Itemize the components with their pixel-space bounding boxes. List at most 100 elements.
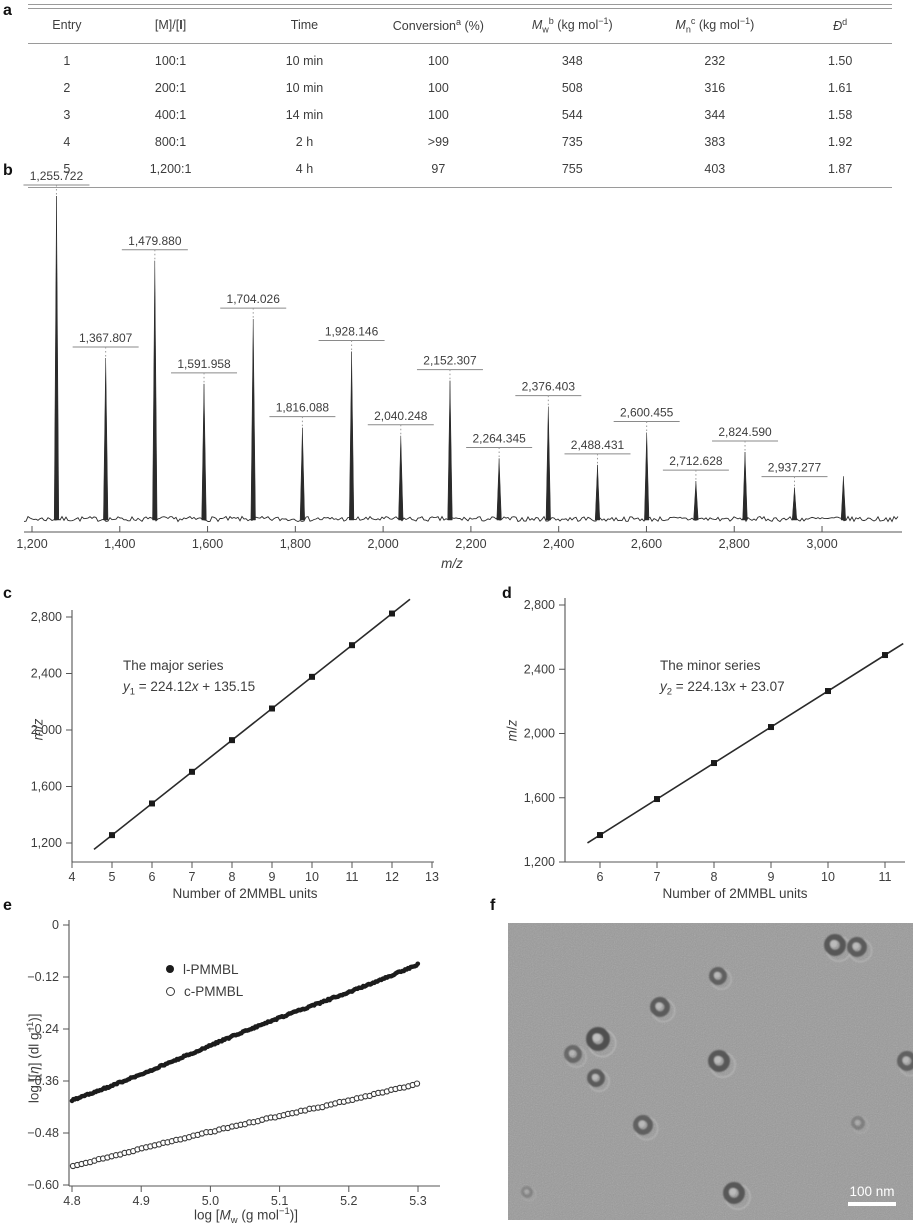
annotation-equation: y2 = 224.13x + 23.07 <box>660 678 785 698</box>
table-cell: 1.50 <box>827 53 853 68</box>
baseline-noise <box>23 515 899 523</box>
table-cell: 2 <box>63 80 71 95</box>
data-point-marker <box>597 832 603 839</box>
tick-label: 0 <box>52 918 59 932</box>
annotation-minor-series: The minor series y2 = 224.13x + 23.07 <box>660 656 785 700</box>
table-cell: 2 h <box>295 134 314 149</box>
tick-label: 2,400 <box>524 662 555 676</box>
peak <box>693 481 699 521</box>
vesicle-particles <box>521 934 913 1210</box>
tick-label: 2,600 <box>631 537 662 551</box>
panel-label-b: b <box>3 162 13 179</box>
e-y-axis-title: log [[η] (dl g−1)] <box>24 1013 42 1104</box>
peaks <box>53 195 846 521</box>
table-cell: 1 <box>63 53 71 68</box>
fit-line <box>587 642 904 844</box>
legend-label: l-PMMBL <box>183 961 239 977</box>
table-row: 4 800:1 2 h >99 735 383 1.92 <box>28 128 892 155</box>
peak-label: 1,255.722 <box>30 169 84 183</box>
vesicle-particle <box>586 1027 617 1058</box>
vesicle-particle <box>708 1050 736 1078</box>
table-cell: 100 <box>427 107 449 122</box>
table-row: 5 1,200:1 4 h 97 755 403 1.87 <box>28 155 892 187</box>
peak-label: 2,488.431 <box>571 438 625 452</box>
tick-label: 13 <box>425 870 439 884</box>
mass-spectrum-chart: 1,200 1,400 1,600 1,800 2,000 2,200 2,400 2,600… <box>16 169 902 571</box>
panel-label-f: f <box>490 897 496 914</box>
table-cell: 4 h <box>295 161 314 176</box>
peak <box>349 351 355 521</box>
tick-label: 11 <box>879 870 892 884</box>
tick-label: 10 <box>305 870 319 884</box>
tick-label: 4.9 <box>133 1194 150 1208</box>
table-cell: 200:1 <box>154 80 187 95</box>
tem-image: 100 nm <box>508 923 913 1220</box>
annotation-title: The minor series <box>660 658 761 673</box>
legend-item-c-pmmbl: c-PMMBL <box>166 980 243 1002</box>
series-l-pmmbl <box>69 961 421 1104</box>
legend-item-l-pmmbl: l-PMMBL <box>166 958 243 980</box>
peak-label: 2,152.307 <box>423 354 477 368</box>
tick-label: 5.2 <box>340 1194 357 1208</box>
tick-label: 2,800 <box>719 537 750 551</box>
peak <box>201 383 207 521</box>
x-axis-title: m/z <box>441 556 463 571</box>
vesicle-particle <box>633 1115 659 1141</box>
tick-label: 1,600 <box>192 537 223 551</box>
viscosity-chart: 0 −0.12 −0.24 −0.36 −0.48 −0.60 4.8 4.9 5.0 5.1 5.… <box>27 918 440 1208</box>
tick-label: 1,600 <box>31 780 62 794</box>
peak <box>299 427 305 521</box>
data-point-marker <box>109 832 115 839</box>
table-cell: 344 <box>704 107 726 122</box>
tick-label: 2,000 <box>31 723 62 737</box>
data-point-marker <box>389 610 395 617</box>
table-cell: 316 <box>704 80 726 95</box>
peak <box>53 195 60 521</box>
tick-label: −0.48 <box>27 1126 59 1140</box>
tick-label: 1,200 <box>524 855 555 869</box>
tick-label: 8 <box>229 870 236 884</box>
vesicle-particle <box>723 1182 751 1210</box>
peak <box>791 487 798 521</box>
panel-label-e: e <box>3 897 12 914</box>
peak-label: 2,712.628 <box>669 454 723 468</box>
tick-label: 6 <box>149 870 156 884</box>
c-y-axis-title: m/z <box>30 718 46 741</box>
fit-line <box>93 598 411 850</box>
table-cell: 100 <box>427 80 449 95</box>
tick-label: 4.8 <box>63 1194 80 1208</box>
tick-label: 2,800 <box>31 610 62 624</box>
data-point-marker <box>189 768 195 775</box>
data-point-marker <box>269 705 275 712</box>
table-cell: 4 <box>63 134 71 149</box>
table-cell: 1.58 <box>827 107 853 122</box>
table-cell: 800:1 <box>154 134 187 149</box>
data-point-marker <box>882 652 888 659</box>
table-cell: 5 <box>63 161 71 176</box>
peak <box>742 451 748 521</box>
peak-label: 1,591.958 <box>177 357 231 371</box>
data-points <box>597 652 888 839</box>
scale-bar-label: 100 nm <box>849 1184 894 1199</box>
panel-label-a: a <box>3 2 12 19</box>
vesicle-particle <box>709 967 733 991</box>
annotation-major-series: The major series y1 = 224.12x + 135.15 <box>123 656 255 700</box>
minor-series-chart: 1,200 1,600 2,000 2,400 2,800 6 7 8 9 10 11 <box>524 598 905 884</box>
peak <box>152 260 158 521</box>
column-header: Conversiona (%) <box>373 8 504 44</box>
vesicle-particle <box>847 937 873 963</box>
d-x-axis-title: Number of 2MMBL units <box>662 886 808 901</box>
major-series-chart: 1,200 1,600 2,000 2,400 2,800 4 5 6 7 8 9 10 11 12 13 <box>31 598 439 884</box>
tick-label: 5.1 <box>271 1194 288 1208</box>
scale-bar-line <box>848 1202 896 1206</box>
data-point-marker <box>229 737 235 744</box>
table-cell: 755 <box>561 161 583 176</box>
table-cell: 3 <box>63 107 71 122</box>
table-cell: >99 <box>427 134 449 149</box>
peak-label: 1,816.088 <box>276 401 330 415</box>
table-cell: 508 <box>561 80 583 95</box>
peak-labels: 1,255.722 1,367.807 1,479.880 1,591.958 1,70… <box>23 169 828 487</box>
table-cell: 232 <box>704 53 726 68</box>
table-cell: 1.92 <box>827 134 853 149</box>
